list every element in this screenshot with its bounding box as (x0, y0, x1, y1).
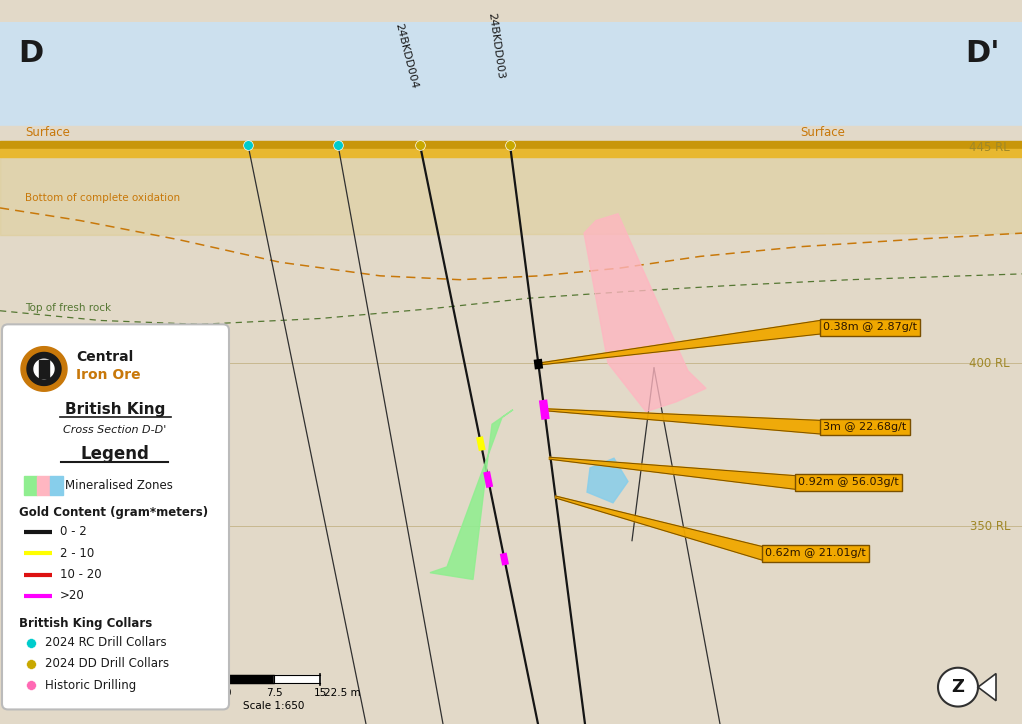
Polygon shape (587, 458, 628, 503)
Polygon shape (938, 668, 978, 707)
Polygon shape (978, 673, 996, 701)
Polygon shape (274, 675, 320, 683)
Polygon shape (37, 476, 50, 495)
Text: 0.38m @ 2.87g/t: 0.38m @ 2.87g/t (823, 322, 917, 332)
Polygon shape (228, 675, 274, 683)
Text: Iron Ore: Iron Ore (76, 368, 141, 382)
Polygon shape (39, 361, 49, 378)
Polygon shape (34, 359, 54, 379)
Text: 445 RL: 445 RL (969, 141, 1010, 154)
Text: Bottom of complete oxidation: Bottom of complete oxidation (25, 193, 180, 203)
Text: 10 - 20: 10 - 20 (60, 568, 101, 581)
Polygon shape (539, 321, 820, 365)
Polygon shape (21, 347, 67, 391)
Text: 3m @ 22.68g/t: 3m @ 22.68g/t (823, 422, 907, 432)
Polygon shape (549, 458, 795, 489)
Polygon shape (24, 476, 37, 495)
Text: British King: British King (64, 403, 166, 417)
Text: Central: Central (76, 350, 133, 364)
Text: Z: Z (951, 678, 965, 696)
Polygon shape (27, 353, 61, 385)
Text: Cross Section D-D': Cross Section D-D' (63, 425, 167, 435)
Text: 0.62m @ 21.01g/t: 0.62m @ 21.01g/t (765, 548, 866, 558)
Text: D': D' (966, 39, 1000, 68)
Text: 24BKDD003: 24BKDD003 (486, 12, 506, 80)
Text: Surface: Surface (25, 126, 69, 139)
Text: 0 - 2: 0 - 2 (60, 526, 87, 539)
Text: 15: 15 (314, 688, 327, 698)
Polygon shape (430, 410, 513, 579)
Text: >20: >20 (60, 589, 85, 602)
Text: Gold Content (gram*meters): Gold Content (gram*meters) (19, 506, 208, 519)
Text: Surface: Surface (800, 126, 845, 139)
Text: 0: 0 (225, 688, 231, 698)
Text: 350 RL: 350 RL (970, 520, 1010, 533)
Polygon shape (50, 476, 63, 495)
Text: Brittish King Collars: Brittish King Collars (19, 617, 152, 630)
Text: Mineralised Zones: Mineralised Zones (65, 479, 173, 492)
Polygon shape (556, 496, 762, 560)
Text: 7.5: 7.5 (266, 688, 282, 698)
Text: Scale 1:650: Scale 1:650 (243, 701, 305, 711)
Text: 24BKDD004: 24BKDD004 (393, 22, 419, 90)
Text: Legend: Legend (81, 445, 149, 463)
Text: 2024 RC Drill Collars: 2024 RC Drill Collars (45, 636, 167, 649)
Text: Top of fresh rock: Top of fresh rock (25, 303, 111, 313)
Polygon shape (545, 409, 820, 434)
Text: D: D (18, 39, 43, 68)
Polygon shape (584, 214, 706, 412)
Text: 2 - 10: 2 - 10 (60, 547, 94, 560)
Text: 22.5 m: 22.5 m (324, 688, 361, 698)
FancyBboxPatch shape (2, 324, 229, 710)
Text: 2024 DD Drill Collars: 2024 DD Drill Collars (45, 657, 169, 670)
Text: 400 RL: 400 RL (970, 357, 1010, 370)
Text: 0.92m @ 56.03g/t: 0.92m @ 56.03g/t (798, 477, 898, 487)
Text: Historic Drilling: Historic Drilling (45, 678, 136, 691)
